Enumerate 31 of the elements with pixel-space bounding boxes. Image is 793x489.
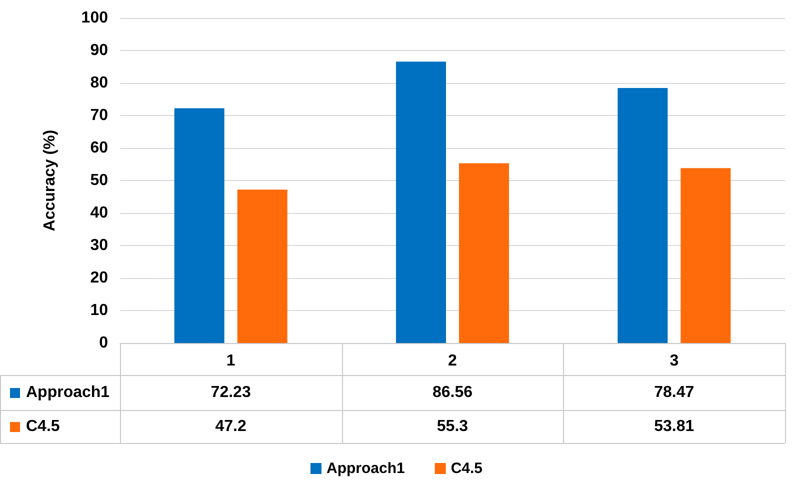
text: Approach1 (326, 460, 405, 477)
bar (237, 190, 288, 343)
legend-label: C4.5 (450, 460, 483, 477)
y-tick-label: 10 (90, 302, 108, 319)
x-tick-label: 2 (448, 352, 458, 370)
y-tick-label: 30 (90, 237, 108, 254)
y-tick-label: 0 (99, 334, 108, 352)
y-axis-title: Accuracy (%) (42, 130, 58, 232)
y-tick-label: 50 (90, 172, 108, 189)
y-tick-label: 70 (90, 107, 108, 124)
legend-label: Approach1 (26, 384, 110, 402)
data-label: 47.2 (214, 416, 248, 436)
bar (618, 88, 668, 343)
text: C4.5 (26, 418, 60, 434)
y-tick-label: 60 (90, 140, 108, 156)
data-label: 53.81 (653, 416, 696, 436)
data-label: 55.3 (436, 416, 470, 436)
bar (459, 163, 509, 343)
data-label: 86.56 (431, 382, 474, 402)
bar (680, 168, 731, 343)
data-label: 78.47 (653, 382, 696, 402)
x-tick-label: 3 (670, 352, 679, 370)
x-tick-label: 1 (226, 352, 236, 370)
bar (396, 62, 446, 343)
y-tick-label: 90 (90, 42, 108, 59)
y-tick-label: 80 (90, 74, 108, 92)
data-label: 72.23 (210, 382, 252, 402)
y-tick-label: 40 (90, 204, 108, 222)
y-tick-label: 20 (90, 270, 108, 286)
y-tick-label: 100 (81, 10, 108, 26)
bar (174, 108, 224, 343)
